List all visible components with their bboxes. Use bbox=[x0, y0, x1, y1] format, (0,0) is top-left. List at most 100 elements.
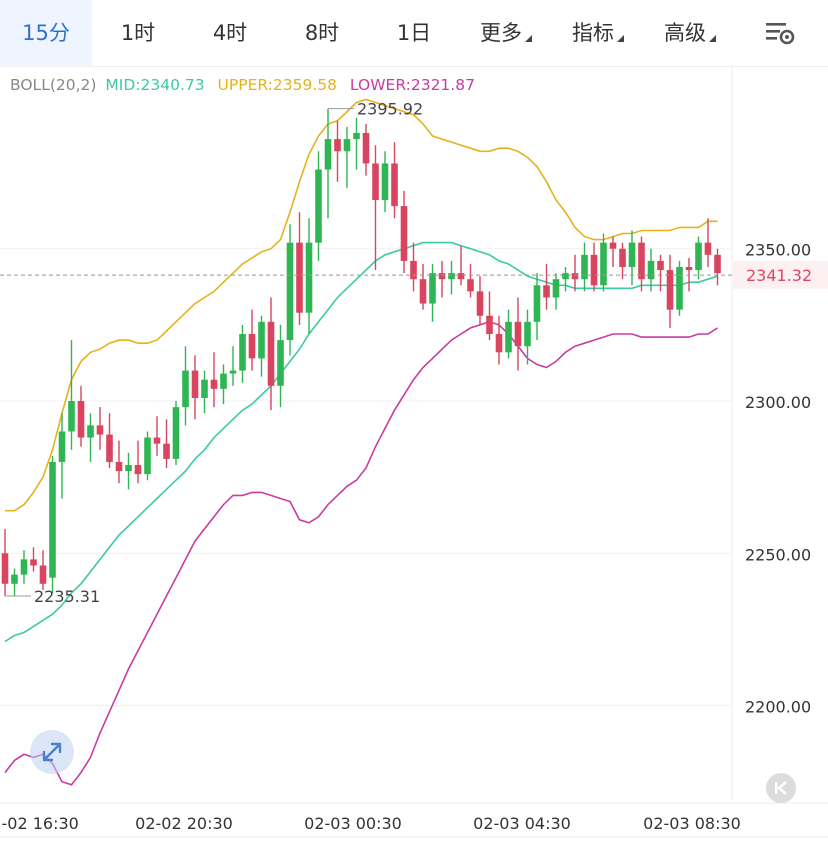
candle-body bbox=[315, 169, 322, 243]
candle-body bbox=[49, 461, 56, 578]
candle-body bbox=[486, 315, 493, 335]
candle-body bbox=[695, 242, 702, 271]
candle-body bbox=[30, 559, 37, 566]
candle-body bbox=[125, 464, 132, 472]
candle-body bbox=[353, 133, 360, 140]
tab-4h[interactable]: 4时 bbox=[184, 0, 276, 66]
tab-label: 8时 bbox=[304, 21, 340, 45]
candle-body bbox=[619, 248, 626, 268]
tab-label: 15分 bbox=[22, 21, 70, 45]
candle-body bbox=[20, 559, 28, 575]
candle-body bbox=[334, 139, 341, 152]
candle-body bbox=[381, 163, 389, 201]
candle-body bbox=[239, 334, 246, 371]
candle-body bbox=[96, 425, 104, 435]
candle-body bbox=[87, 425, 94, 438]
candle-body bbox=[248, 334, 256, 359]
candle-body bbox=[581, 254, 588, 280]
candle-body bbox=[220, 373, 227, 389]
candle-body bbox=[571, 273, 579, 280]
candle-body bbox=[277, 340, 284, 386]
candle-body bbox=[201, 379, 208, 398]
tab-15m[interactable]: 15分 bbox=[0, 0, 92, 66]
candle-body bbox=[438, 273, 446, 280]
candle-body bbox=[267, 321, 275, 386]
candle-body bbox=[258, 321, 265, 359]
tab-label: 更多 bbox=[480, 21, 522, 45]
candle-body bbox=[400, 206, 408, 261]
x-tick-label: 02-03 04:30 bbox=[473, 814, 571, 833]
x-tick-label: 02-02 16:30 bbox=[0, 814, 79, 833]
candle-body bbox=[647, 260, 655, 280]
candle-body bbox=[153, 437, 161, 444]
tab-8h[interactable]: 8时 bbox=[276, 0, 368, 66]
candle-body bbox=[391, 163, 398, 207]
candle-body bbox=[106, 434, 113, 462]
candle-body bbox=[144, 437, 151, 475]
boll-mid: MID:2340.73 bbox=[105, 76, 205, 94]
tab-label: 4时 bbox=[212, 21, 248, 45]
candle-body bbox=[134, 464, 142, 475]
candle-body bbox=[429, 273, 436, 304]
candle-body bbox=[685, 267, 693, 271]
candle-body bbox=[657, 260, 664, 271]
candle-body bbox=[343, 139, 351, 152]
tab-label: 1时 bbox=[120, 21, 156, 45]
candle-body bbox=[172, 407, 180, 459]
candle-body bbox=[543, 285, 550, 298]
candle-body bbox=[562, 273, 569, 280]
tab-1d[interactable]: 1日 bbox=[368, 0, 460, 66]
candle-body bbox=[609, 242, 617, 249]
candle-body bbox=[182, 370, 189, 408]
current-price-badge bbox=[733, 261, 828, 290]
tab-label: 高级 bbox=[664, 21, 706, 45]
tab-more[interactable]: 更多 bbox=[460, 0, 552, 66]
candle-body bbox=[524, 321, 531, 347]
boll-upper-line bbox=[5, 98, 718, 512]
candle-body bbox=[666, 270, 674, 310]
boll-upper: UPPER:2359.58 bbox=[217, 76, 337, 94]
boll-lower-line bbox=[4, 320, 718, 786]
candle-body bbox=[448, 273, 455, 280]
tab-indicators[interactable]: 指标 bbox=[552, 0, 644, 66]
tab-label: 指标 bbox=[572, 21, 614, 45]
candle-body bbox=[590, 254, 598, 286]
candle-body bbox=[552, 279, 560, 298]
candle-body bbox=[372, 163, 379, 201]
chart-settings-icon[interactable] bbox=[762, 18, 798, 48]
boll-mid-line bbox=[4, 241, 718, 643]
tab-advanced[interactable]: 高级 bbox=[644, 0, 736, 66]
y-tick-label: 2200.00 bbox=[745, 698, 811, 717]
candle-body bbox=[476, 291, 484, 316]
candle-body bbox=[191, 370, 199, 398]
candlestick-chart[interactable]: 2341.32 2350.00 2300.00 2250.00 2200.00 02-02… bbox=[0, 66, 828, 843]
candle-body bbox=[467, 279, 474, 292]
candle-body bbox=[324, 139, 332, 170]
candle-body bbox=[514, 321, 522, 347]
tab-label: 1日 bbox=[396, 21, 432, 45]
candle-body bbox=[77, 401, 85, 438]
candle-body bbox=[286, 242, 294, 341]
tab-1h[interactable]: 1时 bbox=[92, 0, 184, 66]
candle-body bbox=[296, 242, 303, 313]
candle-body bbox=[115, 461, 123, 472]
candle-body bbox=[11, 574, 18, 584]
x-tick-label: 02-02 20:30 bbox=[135, 814, 233, 833]
y-tick-label: 2250.00 bbox=[745, 545, 811, 564]
y-tick-label: 2350.00 bbox=[745, 241, 811, 260]
dropdown-triangle-icon bbox=[709, 35, 716, 42]
candle-body bbox=[628, 242, 636, 268]
candle-body bbox=[1, 553, 9, 584]
expand-arrows-icon[interactable] bbox=[30, 730, 74, 774]
scroll-to-start-icon[interactable] bbox=[766, 773, 796, 803]
candle-body bbox=[58, 431, 66, 462]
candle-body bbox=[163, 443, 170, 459]
timeframe-tabs: 15分 1时 4时 8时 1日 更多 指标 高级 bbox=[0, 0, 828, 67]
boll-lower: LOWER:2321.87 bbox=[349, 76, 475, 94]
candle-body bbox=[305, 242, 313, 313]
dropdown-triangle-icon bbox=[617, 35, 624, 42]
high-price-label: 2395.92 bbox=[357, 100, 423, 119]
candle-body bbox=[495, 334, 503, 353]
candle-body bbox=[505, 321, 512, 353]
candle-body bbox=[704, 242, 712, 255]
